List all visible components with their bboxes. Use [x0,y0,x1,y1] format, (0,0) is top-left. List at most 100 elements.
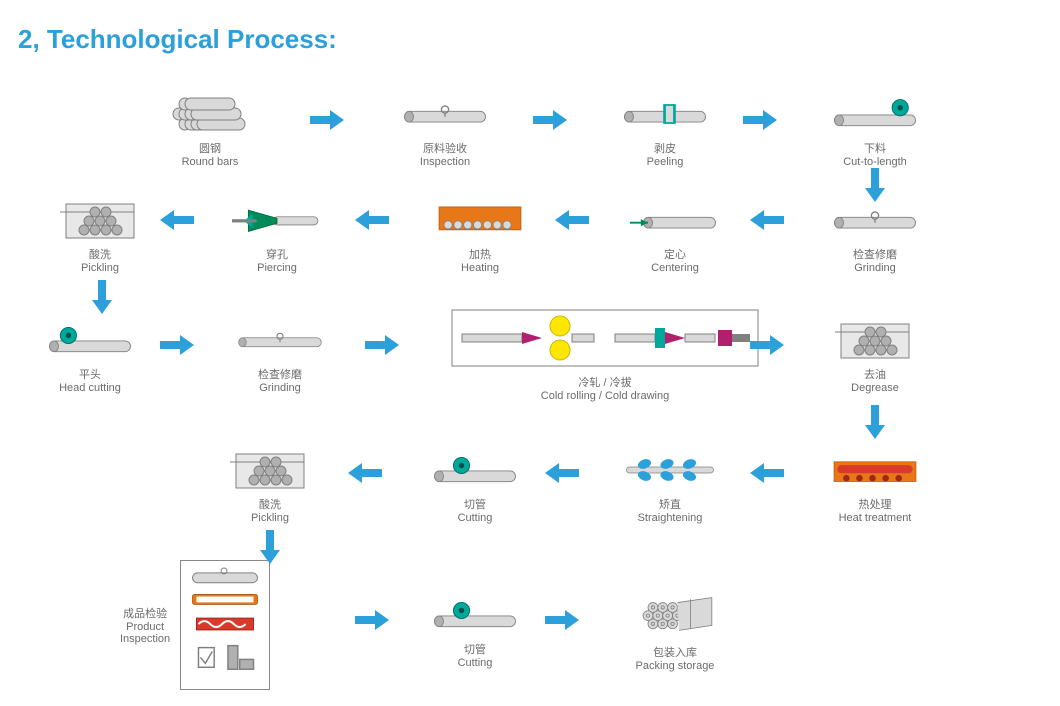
node-piercing: 穿孔 Piercing [232,200,322,274]
node-label-en: Centering [651,262,699,274]
degrease-icon [830,320,920,360]
node-label-cn: 去油 [864,366,886,382]
node-label-cn: 定心 [664,246,686,262]
node-grinding1: 检查修磨 Grinding [830,200,920,274]
piercing-icon [232,200,322,240]
node-label-en: Heating [461,262,499,274]
node-straightening: 矫直 Straightening [625,450,715,524]
node-label-cn: 圆钢 [199,140,221,156]
flow-arrow-left [355,210,385,228]
node-label-cn: 成品检验 [120,605,170,621]
node-label-cn: 穿孔 [266,246,288,262]
node-label-en: Piercing [257,262,297,274]
node-label-cn: 切管 [464,496,486,512]
node-head-cutting: 平头 Head cutting [45,320,135,394]
heating-icon [435,200,525,240]
node-label-cn: 下料 [864,140,886,156]
cut-icon [830,94,920,134]
grinding-icon [830,200,920,240]
flow-arrow-right [365,335,395,353]
heat-treatment-icon [830,450,920,490]
node-label-cn: 原料验收 [423,140,467,156]
centering-icon [630,200,720,240]
node-label-cn: 检查修磨 [258,366,302,382]
node-label-cn: 酸洗 [89,246,111,262]
flow-arrow-left [750,463,780,481]
node-product-inspection: 成品检验 Product Inspection [120,560,270,690]
node-label-cn: 冷轧 / 冷拔 [578,374,631,390]
node-label-en: Heat treatment [839,512,912,524]
node-label-cn: 热处理 [859,496,892,512]
inspection-icon [400,94,490,134]
node-grinding2: 检查修磨 Grinding [235,320,325,394]
flow-arrow-right [743,110,773,128]
flow-arrow-down [865,168,895,186]
grinding-icon [235,320,325,360]
flow-arrow-down [92,280,122,298]
product-insp-labels: 成品检验 Product Inspection [120,605,170,645]
node-label-en: Product Inspection [120,621,170,645]
node-cutting1: 切管 Cutting [430,450,520,524]
node-label-en: Inspection [420,156,470,168]
flow-arrow-left [545,463,575,481]
node-label-en: Round bars [182,156,239,168]
node-label-en: Peeling [647,156,684,168]
cold-rolling-icon [450,308,760,368]
node-cutting2: 切管 Cutting [430,595,520,669]
flow-arrow-right [310,110,340,128]
node-label-en: Grinding [259,382,301,394]
flow-arrow-right [750,335,780,353]
node-label-cn: 平头 [79,366,101,382]
node-label-en: Straightening [638,512,703,524]
cutting-icon [430,450,520,490]
node-cut-to-length: 下料 Cut-to-length [830,94,920,168]
node-peeling: 剥皮 Peeling [620,94,710,168]
node-label-en: Pickling [251,512,289,524]
node-label-en: Cutting [458,512,493,524]
flow-arrow-right [160,335,190,353]
node-heating: 加热 Heating [435,200,525,274]
node-label-en: Degrease [851,382,899,394]
node-label-cn: 包装入库 [653,644,697,660]
node-round-bars: 圆钢 Round bars [165,94,255,168]
flow-arrow-down [865,405,895,423]
flow-arrow-left [348,463,378,481]
round-bars-icon [165,94,255,134]
flow-arrow-left [750,210,780,228]
node-label-en: Packing storage [636,660,715,672]
straightening-icon [625,450,715,490]
head-cutting-icon [45,320,135,360]
node-label-cn: 加热 [469,246,491,262]
node-heat-treatment: 热处理 Heat treatment [830,450,920,524]
flow-arrow-right [355,610,385,628]
peeling-icon [620,94,710,134]
page-title: 2, Technological Process: [18,24,337,55]
node-label-cn: 检查修磨 [853,246,897,262]
pickling-icon [225,450,315,490]
node-packing: 包装入库 Packing storage [630,590,720,672]
node-inspection: 原料验收 Inspection [400,94,490,168]
node-label-en: Head cutting [59,382,121,394]
node-label-cn: 剥皮 [654,140,676,156]
node-label-cn: 切管 [464,641,486,657]
node-pickling1: 酸洗 Pickling [55,200,145,274]
node-label-en: Grinding [854,262,896,274]
flow-arrow-right [545,610,575,628]
node-centering: 定心 Centering [630,200,720,274]
flow-arrow-right [533,110,563,128]
node-pickling2: 酸洗 Pickling [225,450,315,524]
node-degrease: 去油 Degrease [830,320,920,394]
flow-arrow-left [555,210,585,228]
node-cold-rolling: 冷轧 / 冷拔 Cold rolling / Cold drawing [450,308,760,402]
node-label-en: Cold rolling / Cold drawing [541,390,669,402]
node-label-cn: 酸洗 [259,496,281,512]
node-label-cn: 矫直 [659,496,681,512]
node-label-en: Cut-to-length [843,156,907,168]
node-label-en: Cutting [458,657,493,669]
flow-arrow-left [160,210,190,228]
flow-arrow-down [260,530,290,548]
node-label-en: Pickling [81,262,119,274]
cutting-icon [430,595,520,635]
packing-icon [630,590,720,638]
pickling-icon [55,200,145,240]
